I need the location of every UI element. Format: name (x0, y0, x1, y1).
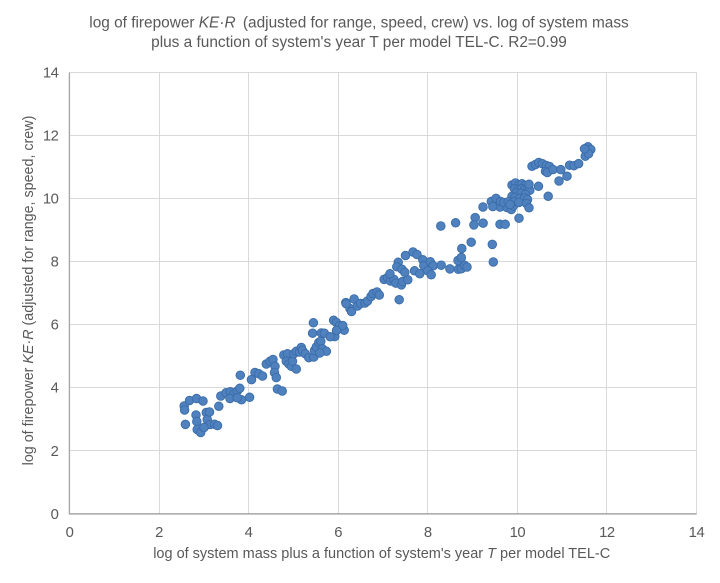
svg-text:log of firepower KE·R (adjust: log of firepower KE·R (adjusted for rang… (89, 14, 629, 31)
svg-text:2: 2 (51, 444, 59, 460)
svg-text:0: 0 (66, 525, 74, 541)
svg-text:8: 8 (51, 255, 59, 271)
svg-text:8: 8 (424, 525, 432, 541)
svg-text:6: 6 (51, 318, 59, 334)
svg-text:12: 12 (599, 525, 615, 541)
svg-text:2: 2 (155, 525, 163, 541)
svg-text:6: 6 (334, 525, 342, 541)
svg-text:4: 4 (245, 525, 253, 541)
svg-text:4: 4 (51, 381, 59, 397)
svg-text:0: 0 (51, 507, 59, 523)
svg-text:plus a function of system's ye: plus a function of system's year T per m… (151, 34, 567, 51)
svg-text:10: 10 (510, 525, 526, 541)
svg-text:10: 10 (43, 192, 59, 208)
svg-text:log of firepower KE·R (adjuste: log of firepower KE·R (adjusted for rang… (21, 116, 37, 466)
svg-text:log of system mass plus a fu: log of system mass plus a function of sy… (153, 546, 610, 562)
svg-text:12: 12 (43, 129, 59, 145)
svg-text:14: 14 (43, 66, 59, 82)
svg-text:14: 14 (689, 525, 705, 541)
